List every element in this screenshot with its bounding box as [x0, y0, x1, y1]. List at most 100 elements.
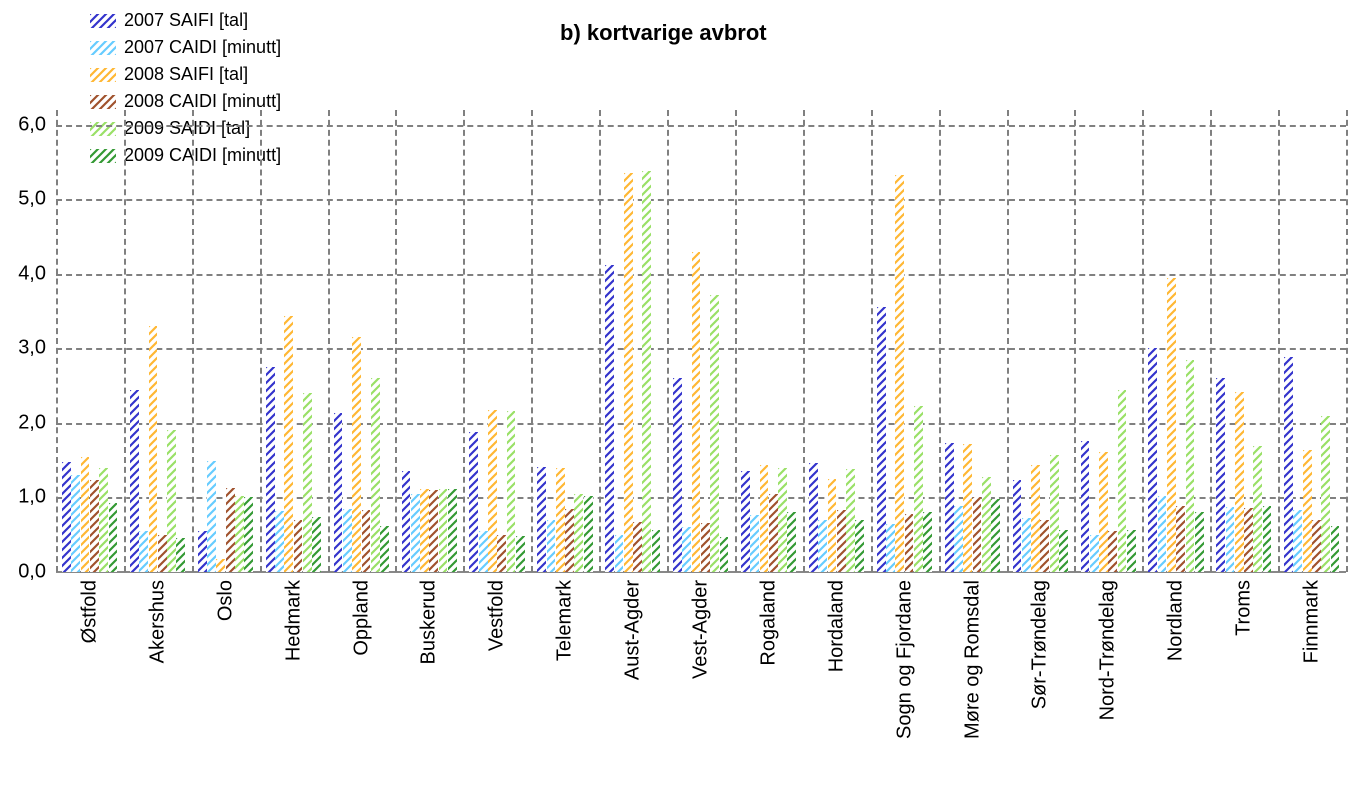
legend-item: 2007 SAIFI [tal]	[90, 8, 281, 33]
bar	[130, 390, 139, 572]
y-gridline	[56, 199, 1346, 201]
bar	[1263, 506, 1272, 572]
bar	[778, 468, 787, 572]
x-gridline	[667, 110, 669, 572]
x-tick-label: Møre og Romsdal	[961, 572, 984, 739]
bar	[954, 506, 963, 572]
bar	[439, 489, 448, 572]
bar	[139, 531, 148, 572]
bar	[402, 471, 411, 572]
x-gridline	[1346, 110, 1348, 572]
x-tick-label: Nordland	[1165, 572, 1188, 661]
bar	[652, 530, 661, 572]
bar	[1176, 506, 1185, 572]
legend-swatch	[90, 68, 116, 82]
legend-item: 2007 CAIDI [minutt]	[90, 35, 281, 60]
bar	[1127, 530, 1136, 572]
bar	[1059, 530, 1068, 572]
bar	[945, 443, 954, 572]
bar	[176, 538, 185, 572]
legend-swatch	[90, 95, 116, 109]
x-gridline	[328, 110, 330, 572]
x-gridline	[395, 110, 397, 572]
x-gridline	[599, 110, 601, 572]
bar	[556, 468, 565, 572]
legend-label: 2007 SAIFI [tal]	[124, 10, 248, 31]
y-tick-label: 0,0	[18, 561, 56, 584]
bar	[488, 410, 497, 572]
bar	[429, 490, 438, 572]
bar	[343, 509, 352, 572]
bar	[207, 461, 216, 572]
bar	[158, 535, 167, 572]
x-tick-label: Oslo	[214, 572, 237, 621]
bar	[1244, 508, 1253, 572]
bar	[1090, 535, 1099, 572]
x-tick-label: Telemark	[554, 572, 577, 661]
bar	[574, 494, 583, 572]
bar	[809, 463, 818, 572]
bar	[1253, 446, 1262, 572]
bar	[516, 536, 525, 572]
y-tick-label: 6,0	[18, 113, 56, 136]
bar	[99, 468, 108, 572]
bar	[692, 252, 701, 572]
bar	[818, 520, 827, 572]
legend-label: 2007 CAIDI [minutt]	[124, 37, 281, 58]
bar	[1099, 452, 1108, 572]
bar	[895, 175, 904, 572]
bar	[507, 411, 516, 572]
bar	[701, 523, 710, 572]
bar	[216, 559, 225, 572]
bar	[963, 444, 972, 572]
bar	[1022, 518, 1031, 572]
bar	[1216, 378, 1225, 572]
legend-swatch	[90, 41, 116, 55]
bar	[615, 535, 624, 572]
x-tick-label: Vestfold	[486, 572, 509, 651]
bar	[642, 171, 651, 572]
bar	[1226, 507, 1235, 572]
bar	[167, 430, 176, 572]
bar	[1081, 441, 1090, 572]
bar	[982, 477, 991, 572]
bar	[605, 265, 614, 572]
x-tick-label: Nord-Trøndelag	[1097, 572, 1120, 720]
bar	[411, 494, 420, 572]
bar	[633, 522, 642, 572]
x-gridline	[260, 110, 262, 572]
bar	[294, 520, 303, 572]
bar	[565, 509, 574, 572]
x-gridline	[1210, 110, 1212, 572]
y-tick-label: 3,0	[18, 337, 56, 360]
y-tick-label: 1,0	[18, 486, 56, 509]
bar	[769, 494, 778, 572]
chart-title: b) kortvarige avbrot	[560, 20, 767, 46]
bar	[1040, 520, 1049, 572]
bar	[1284, 357, 1293, 572]
x-gridline	[1074, 110, 1076, 572]
bar	[1331, 526, 1340, 572]
bar	[584, 496, 593, 572]
bar	[303, 393, 312, 572]
bar	[1108, 531, 1117, 572]
bar	[275, 511, 284, 572]
bar	[828, 479, 837, 572]
chart-container: b) kortvarige avbrot 2007 SAIFI [tal] 200…	[0, 0, 1356, 799]
x-tick-label: Sogn og Fjordane	[893, 572, 916, 739]
x-gridline	[463, 110, 465, 572]
bar	[90, 480, 99, 572]
x-tick-label: Aust-Agder	[622, 572, 645, 680]
bar	[1013, 480, 1022, 572]
legend-label: 2008 CAIDI [minutt]	[124, 91, 281, 112]
bar	[198, 531, 207, 572]
bar	[352, 337, 361, 572]
bar	[380, 526, 389, 572]
bar	[1195, 512, 1204, 572]
bar	[1235, 392, 1244, 572]
y-tick-label: 5,0	[18, 188, 56, 211]
bar	[71, 475, 80, 572]
bar	[624, 173, 633, 572]
bar	[1186, 360, 1195, 572]
bar	[905, 514, 914, 572]
